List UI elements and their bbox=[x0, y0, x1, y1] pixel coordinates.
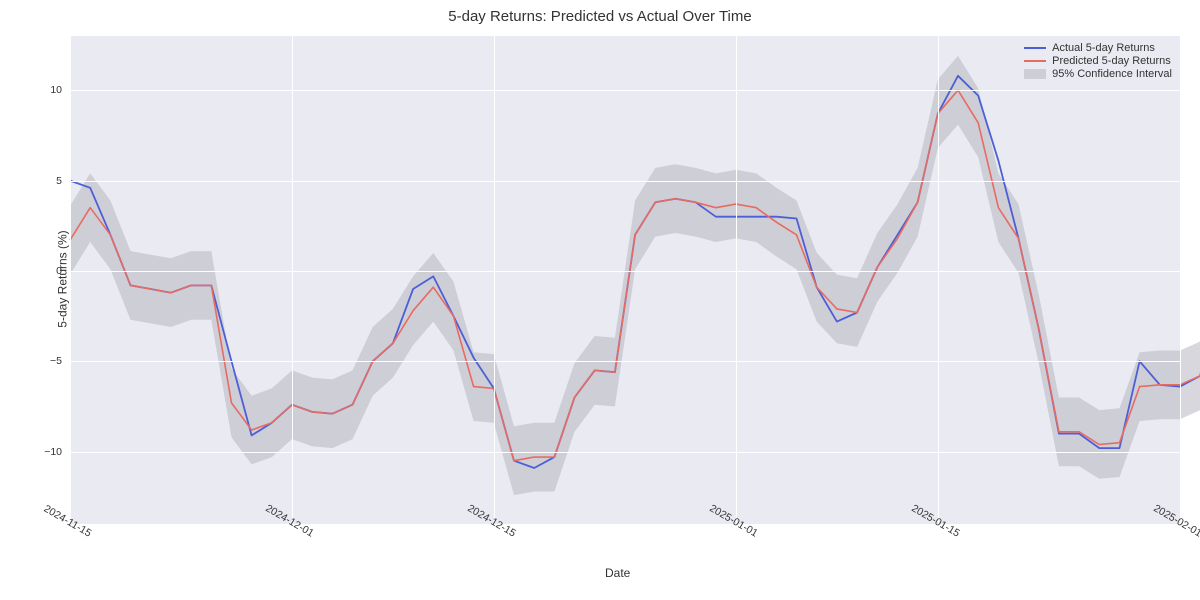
legend-label: 95% Confidence Interval bbox=[1052, 68, 1172, 80]
returns-chart: 5-day Returns: Predicted vs Actual Over … bbox=[0, 0, 1200, 600]
grid-line bbox=[494, 36, 495, 524]
grid-line bbox=[938, 36, 939, 524]
legend-item-ci: 95% Confidence Interval bbox=[1024, 68, 1172, 80]
legend-item-actual: Actual 5-day Returns bbox=[1024, 42, 1172, 54]
y-tick-label: −5 bbox=[50, 355, 70, 367]
grid-line bbox=[70, 36, 71, 524]
y-tick-label: 10 bbox=[50, 84, 70, 96]
grid-line bbox=[70, 361, 1180, 362]
grid-line bbox=[736, 36, 737, 524]
y-tick-label: 5 bbox=[56, 175, 70, 187]
legend-label: Predicted 5-day Returns bbox=[1052, 55, 1171, 67]
legend-swatch bbox=[1024, 69, 1046, 79]
plot-area: Actual 5-day Returns Predicted 5-day Ret… bbox=[70, 36, 1180, 524]
x-axis-label: Date bbox=[605, 566, 630, 580]
legend-swatch bbox=[1024, 47, 1046, 49]
grid-line bbox=[1180, 36, 1181, 524]
grid-line bbox=[70, 271, 1180, 272]
chart-title: 5-day Returns: Predicted vs Actual Over … bbox=[0, 8, 1200, 25]
grid-line bbox=[70, 90, 1180, 91]
grid-line bbox=[292, 36, 293, 524]
y-tick-label: −10 bbox=[44, 446, 70, 458]
legend-swatch bbox=[1024, 60, 1046, 62]
grid-line bbox=[70, 452, 1180, 453]
grid-line bbox=[70, 181, 1180, 182]
legend-label: Actual 5-day Returns bbox=[1052, 42, 1155, 54]
ci-band bbox=[70, 56, 1200, 495]
legend-item-predicted: Predicted 5-day Returns bbox=[1024, 55, 1172, 67]
legend: Actual 5-day Returns Predicted 5-day Ret… bbox=[1024, 42, 1172, 81]
y-axis-label: 5-day Returns (%) bbox=[56, 230, 70, 327]
